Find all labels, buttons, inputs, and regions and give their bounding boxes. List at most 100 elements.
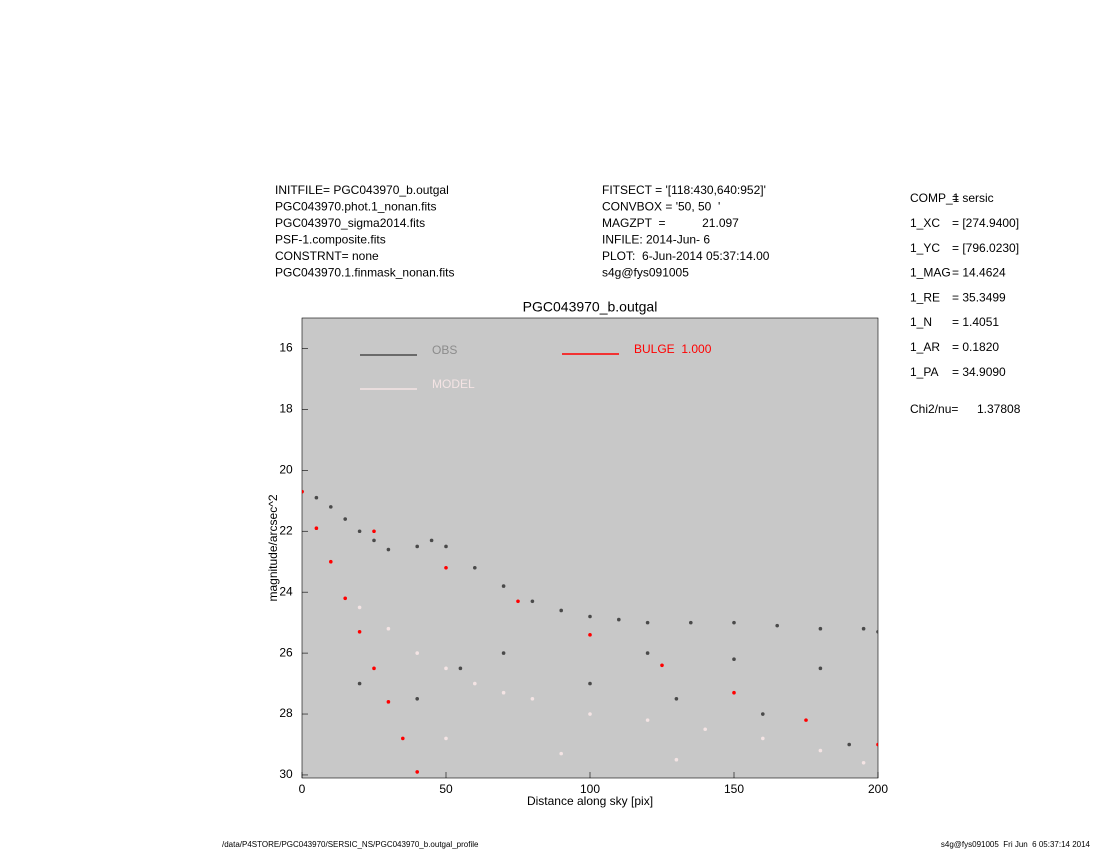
- param-value: = 35.3499: [952, 290, 1006, 304]
- point: [703, 727, 707, 732]
- point: [732, 620, 736, 625]
- plot-area: [301, 317, 879, 779]
- header-line: s4g@fys091005: [602, 266, 689, 280]
- param-value: = sersic: [952, 191, 994, 205]
- point: [645, 620, 650, 625]
- param-value: = [796.0230]: [952, 241, 1019, 255]
- point: [876, 742, 878, 747]
- param-label: 1_YC: [910, 241, 940, 255]
- point: [444, 736, 448, 741]
- point: [501, 651, 506, 655]
- point: [818, 666, 823, 671]
- point: [372, 529, 376, 534]
- point: [314, 526, 319, 530]
- header-line: PGC043970_sigma2014.fits: [275, 216, 425, 230]
- param-label: 1_AR: [910, 340, 940, 354]
- point: [302, 489, 304, 494]
- x-tick-label: 0: [299, 782, 306, 796]
- point: [775, 623, 779, 628]
- point: [818, 748, 823, 753]
- point: [429, 538, 434, 543]
- point: [530, 599, 535, 604]
- x-tick-label: 200: [868, 782, 888, 796]
- point: [372, 666, 376, 671]
- point: [314, 495, 319, 500]
- param-value: = 34.9090: [952, 365, 1006, 379]
- x-tick-label: 100: [580, 782, 600, 796]
- point: [761, 736, 765, 741]
- header-line: MAGZPT = 21.097: [602, 216, 739, 230]
- point: [386, 626, 391, 631]
- point: [386, 700, 391, 704]
- point: [415, 544, 420, 549]
- point: [530, 696, 535, 701]
- point: [386, 547, 391, 552]
- point: [473, 681, 477, 686]
- footer-stamp: s4g@fys091005 Fri Jun 6 05:37:14 2014: [941, 840, 1091, 849]
- point: [516, 599, 520, 604]
- point: [588, 681, 592, 686]
- param-label: COMP_1: [910, 191, 960, 205]
- param-label: 1_N: [910, 315, 932, 329]
- point: [804, 718, 808, 722]
- point: [645, 718, 650, 722]
- chi2-value: 1.37808: [977, 402, 1021, 416]
- point: [861, 760, 866, 765]
- header-line: CONSTRNT= none: [275, 249, 379, 263]
- point: [847, 742, 851, 747]
- y-tick-label: 26: [279, 645, 293, 659]
- header-line: INFILE: 2014-Jun- 6: [602, 233, 710, 247]
- point: [674, 696, 679, 701]
- point: [415, 770, 420, 774]
- point: [329, 559, 333, 564]
- param-value: = 0.1820: [952, 340, 999, 354]
- chi2-label: Chi2/nu=: [910, 402, 958, 416]
- y-tick-label: 18: [279, 402, 293, 416]
- point: [444, 666, 448, 671]
- point: [732, 657, 736, 661]
- point: [761, 712, 765, 716]
- point: [660, 663, 664, 668]
- header-line: PLOT: 6-Jun-2014 05:37:14.00: [602, 249, 770, 263]
- param-label: 1_MAG: [910, 266, 951, 280]
- point: [501, 690, 506, 695]
- point: [501, 584, 506, 588]
- point: [588, 712, 592, 716]
- point: [415, 651, 420, 655]
- point: [588, 633, 592, 637]
- y-tick-label: 30: [279, 767, 293, 781]
- param-label: 1_XC: [910, 216, 940, 230]
- point: [343, 517, 348, 521]
- y-tick-label: 24: [279, 584, 293, 598]
- point: [401, 736, 405, 741]
- legend-label: OBS: [432, 343, 457, 357]
- point: [645, 651, 650, 655]
- point: [357, 529, 362, 534]
- point: [818, 626, 823, 631]
- param-value: = [274.9400]: [952, 216, 1019, 230]
- x-axis-label: Distance along sky [pix]: [527, 794, 653, 808]
- point: [559, 608, 563, 613]
- x-tick-label: 150: [724, 782, 744, 796]
- point: [357, 629, 362, 634]
- param-label: 1_PA: [910, 365, 938, 379]
- point: [415, 696, 420, 701]
- header-line: PGC043970.phot.1_nonan.fits: [275, 200, 436, 214]
- point: [617, 617, 621, 622]
- point: [861, 626, 866, 631]
- point: [343, 596, 348, 601]
- plot-points: [302, 489, 878, 774]
- param-label: 1_RE: [910, 290, 940, 304]
- param-value: = 1.4051: [952, 315, 999, 329]
- header-line: INITFILE= PGC043970_b.outgal: [275, 183, 449, 197]
- point: [559, 751, 563, 756]
- param-value: = 14.4624: [952, 266, 1006, 280]
- legend-label: BULGE 1.000: [634, 342, 712, 356]
- point: [372, 538, 376, 543]
- point: [689, 620, 693, 625]
- point: [588, 614, 592, 619]
- point: [674, 757, 679, 762]
- point: [357, 681, 362, 686]
- legend-label: MODEL: [432, 377, 475, 391]
